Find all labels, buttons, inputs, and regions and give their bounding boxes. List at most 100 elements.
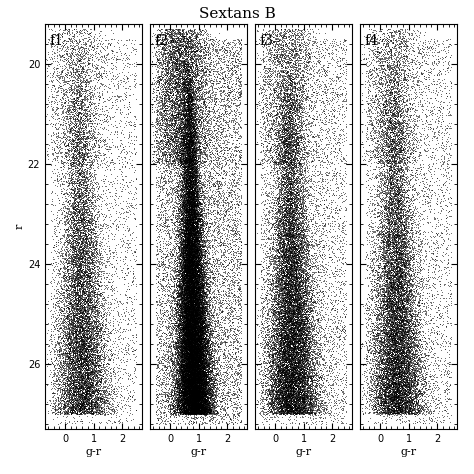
Point [285, 362, 293, 370]
Point [72, 345, 80, 352]
Point [389, 248, 396, 256]
Point [74, 208, 82, 216]
Point [171, 327, 178, 334]
Point [72, 251, 80, 258]
Point [73, 315, 81, 323]
Point [179, 367, 186, 374]
Point [447, 340, 454, 347]
Point [402, 373, 410, 381]
Point [183, 323, 191, 331]
Point [275, 36, 283, 44]
Point [186, 387, 194, 395]
Point [100, 386, 108, 393]
Point [315, 349, 323, 357]
Point [378, 267, 385, 274]
Point [384, 142, 392, 150]
Point [189, 279, 197, 286]
Point [177, 67, 184, 74]
Point [181, 302, 188, 310]
Point [107, 192, 114, 200]
Point [287, 227, 294, 235]
Point [195, 328, 202, 336]
Point [339, 289, 347, 296]
Point [414, 398, 422, 405]
Point [265, 100, 273, 108]
Point [158, 232, 165, 239]
Point [74, 300, 82, 307]
Point [298, 244, 306, 251]
Point [183, 221, 191, 228]
Point [278, 294, 286, 302]
Point [301, 281, 309, 289]
Point [383, 159, 391, 167]
Point [314, 90, 321, 97]
Point [129, 269, 137, 277]
Point [175, 356, 183, 364]
Point [400, 380, 407, 388]
Point [211, 233, 219, 240]
Point [393, 391, 401, 399]
Point [193, 198, 201, 205]
Point [69, 346, 76, 354]
Point [261, 100, 269, 107]
Point [198, 299, 205, 307]
Point [447, 172, 455, 179]
Point [396, 359, 404, 366]
Point [71, 395, 78, 402]
Point [403, 354, 411, 361]
Point [198, 286, 205, 294]
Point [183, 130, 191, 138]
Point [192, 374, 200, 382]
Point [186, 289, 193, 297]
Point [386, 393, 394, 401]
Point [184, 284, 192, 292]
Point [369, 409, 376, 416]
Point [237, 200, 245, 207]
Point [383, 209, 391, 217]
Point [166, 227, 174, 234]
Point [261, 42, 268, 49]
Point [182, 200, 190, 208]
Point [189, 291, 196, 298]
Point [184, 401, 191, 409]
Point [194, 285, 201, 292]
Point [377, 303, 385, 310]
Point [384, 186, 392, 193]
Point [281, 302, 289, 310]
Point [273, 316, 280, 324]
Point [398, 309, 406, 317]
Point [416, 406, 423, 414]
Point [369, 125, 377, 132]
Point [393, 250, 401, 258]
Point [186, 179, 194, 187]
Point [403, 284, 410, 292]
Point [185, 189, 193, 197]
Point [421, 389, 429, 396]
Point [385, 322, 393, 329]
Point [300, 226, 308, 234]
Point [396, 237, 403, 245]
Point [95, 404, 103, 411]
Point [286, 290, 294, 298]
Point [175, 59, 183, 66]
Point [197, 312, 205, 319]
Point [279, 232, 287, 239]
Point [314, 392, 321, 400]
Point [385, 171, 392, 178]
Point [294, 66, 302, 73]
Point [188, 206, 195, 214]
Point [390, 352, 398, 360]
Point [209, 354, 216, 361]
Point [281, 264, 288, 271]
Point [67, 101, 74, 109]
Point [421, 351, 429, 358]
Point [185, 324, 193, 331]
Point [401, 390, 409, 397]
Point [191, 302, 199, 310]
Point [188, 219, 196, 227]
Point [204, 222, 212, 229]
Point [187, 329, 194, 337]
Point [189, 383, 196, 390]
Point [179, 170, 187, 178]
Point [280, 366, 287, 374]
